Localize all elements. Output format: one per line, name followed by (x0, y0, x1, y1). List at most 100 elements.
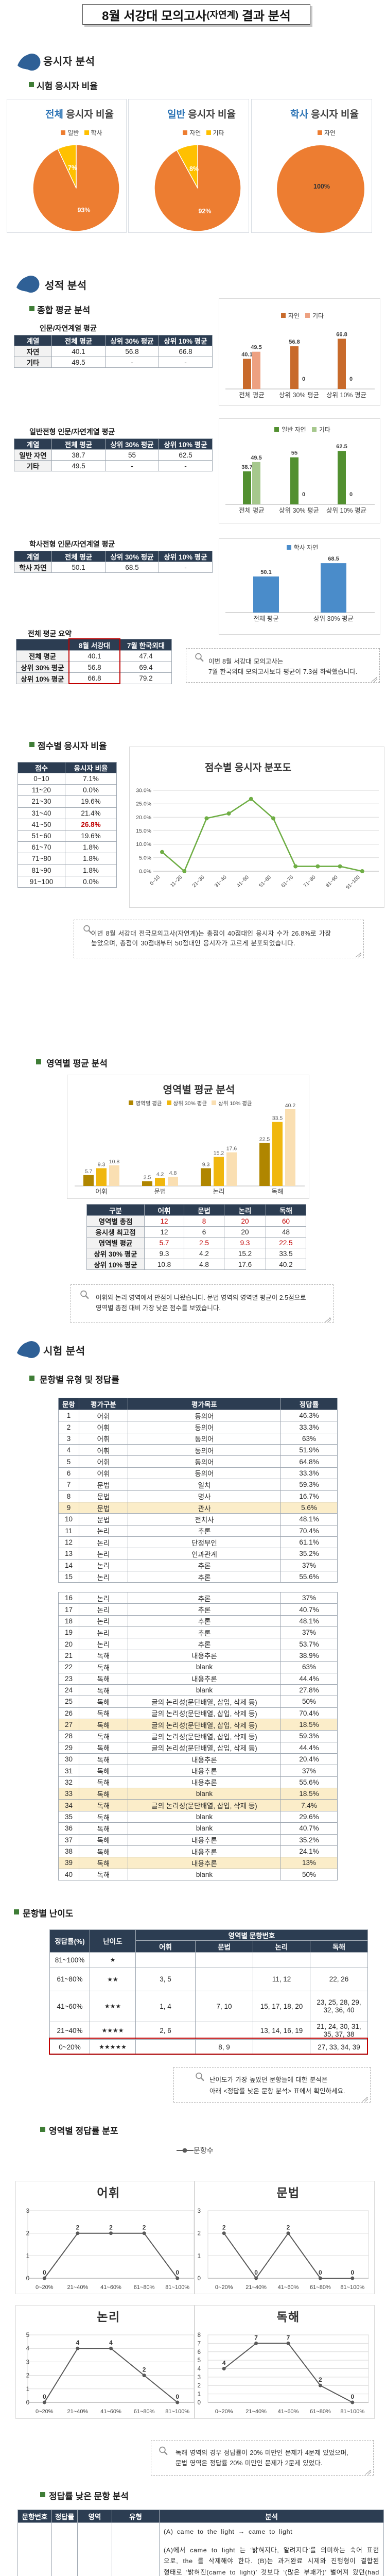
svg-text:문법: 문법 (276, 2186, 300, 2199)
svg-text:상위 10% 평균: 상위 10% 평균 (326, 507, 366, 514)
svg-text:30.0%: 30.0% (136, 788, 151, 794)
svg-text:4.8: 4.8 (169, 1170, 177, 1176)
svg-text:2: 2 (198, 2231, 201, 2237)
svg-text:41~60%: 41~60% (100, 2284, 121, 2291)
svg-text:68.5: 68.5 (328, 556, 339, 562)
svg-text:56.8: 56.8 (289, 339, 300, 345)
svg-text:0: 0 (26, 2400, 29, 2406)
svg-text:10.8: 10.8 (109, 1159, 120, 1165)
svg-text:전체 평균: 전체 평균 (239, 392, 264, 399)
svg-text:1: 1 (26, 2386, 29, 2393)
svg-text:논리: 논리 (97, 2310, 120, 2324)
svg-text:어휘: 어휘 (97, 2186, 120, 2199)
svg-text:41~60%: 41~60% (278, 2284, 299, 2291)
svg-text:62.5: 62.5 (336, 444, 347, 450)
svg-text:81~100%: 81~100% (340, 2284, 364, 2291)
svg-text:독해: 독해 (271, 1188, 283, 1195)
svg-text:어휘: 어휘 (95, 1188, 107, 1195)
svg-text:17.6: 17.6 (226, 1146, 237, 1152)
svg-text:2: 2 (76, 2224, 80, 2231)
svg-text:41~50: 41~50 (236, 874, 250, 889)
svg-text:4: 4 (198, 2366, 201, 2372)
svg-text:49.5: 49.5 (251, 455, 261, 461)
svg-text:문법: 문법 (154, 1188, 166, 1195)
svg-text:2: 2 (143, 2224, 146, 2231)
svg-text:21~40%: 21~40% (245, 2284, 267, 2291)
svg-text:0: 0 (176, 2393, 179, 2400)
svg-text:0: 0 (349, 376, 353, 382)
svg-text:0: 0 (254, 2269, 258, 2276)
svg-text:상위 10% 평균: 상위 10% 평균 (326, 392, 366, 399)
svg-text:4: 4 (76, 2339, 80, 2346)
svg-text:0: 0 (349, 492, 353, 498)
svg-text:4: 4 (222, 2360, 226, 2367)
svg-text:5: 5 (26, 2332, 29, 2338)
svg-text:33.5: 33.5 (272, 1115, 283, 1122)
svg-text:3: 3 (198, 2375, 201, 2381)
svg-text:0: 0 (198, 2276, 201, 2282)
svg-text:2: 2 (319, 2376, 322, 2383)
svg-text:0: 0 (26, 2276, 29, 2282)
svg-text:상위 30% 평균: 상위 30% 평균 (279, 392, 319, 399)
svg-text:81~100%: 81~100% (340, 2409, 364, 2415)
svg-text:61~80%: 61~80% (134, 2284, 155, 2291)
svg-text:25.0%: 25.0% (136, 801, 151, 807)
svg-text:7: 7 (198, 2341, 201, 2347)
svg-text:0: 0 (302, 492, 305, 498)
svg-text:5: 5 (198, 2358, 201, 2364)
svg-text:4: 4 (26, 2346, 30, 2352)
svg-text:4.2: 4.2 (156, 1171, 164, 1177)
svg-text:41~60%: 41~60% (100, 2409, 121, 2415)
svg-text:3: 3 (198, 2208, 201, 2214)
svg-text:2: 2 (198, 2383, 201, 2389)
svg-text:7: 7 (254, 2334, 258, 2341)
svg-text:0: 0 (319, 2269, 322, 2276)
svg-text:2: 2 (222, 2224, 226, 2231)
svg-text:0: 0 (43, 2393, 46, 2400)
svg-text:2: 2 (26, 2373, 29, 2379)
svg-text:3: 3 (26, 2359, 29, 2365)
svg-text:11~20: 11~20 (169, 874, 183, 888)
svg-text:독해: 독해 (276, 2310, 300, 2324)
svg-text:2: 2 (143, 2366, 146, 2374)
svg-text:21~40%: 21~40% (245, 2409, 267, 2415)
svg-text:81~100%: 81~100% (165, 2284, 189, 2291)
svg-text:1: 1 (198, 2392, 201, 2398)
svg-text:영역별 평균 분석: 영역별 평균 분석 (163, 1084, 235, 1096)
svg-text:상위 30% 평균: 상위 30% 평균 (279, 507, 319, 514)
svg-text:81~90: 81~90 (325, 874, 339, 889)
svg-text:20.0%: 20.0% (136, 815, 151, 821)
svg-text:7: 7 (287, 2334, 290, 2341)
svg-text:50.1: 50.1 (260, 569, 271, 575)
svg-text:41~60%: 41~60% (278, 2409, 299, 2415)
svg-text:2: 2 (109, 2224, 113, 2231)
svg-text:38.7: 38.7 (241, 464, 252, 470)
svg-text:0~20%: 0~20% (36, 2284, 54, 2291)
svg-text:상위 30% 평균: 상위 30% 평균 (313, 615, 354, 622)
svg-text:15.2: 15.2 (214, 1150, 224, 1157)
svg-text:4: 4 (109, 2339, 113, 2346)
svg-text:61~80%: 61~80% (310, 2409, 331, 2415)
svg-text:21~40%: 21~40% (67, 2284, 89, 2291)
svg-text:0~20%: 0~20% (36, 2409, 54, 2415)
svg-text:0~10: 0~10 (149, 874, 161, 887)
svg-text:91~100: 91~100 (345, 874, 361, 891)
svg-text:논리: 논리 (213, 1188, 224, 1195)
svg-text:3: 3 (26, 2208, 29, 2214)
svg-text:71~80: 71~80 (303, 874, 317, 889)
svg-text:21~30: 21~30 (191, 874, 206, 889)
svg-text:5.0%: 5.0% (139, 855, 151, 861)
svg-text:0: 0 (350, 2393, 354, 2400)
svg-text:8: 8 (198, 2332, 201, 2338)
svg-text:40.2: 40.2 (285, 1103, 296, 1109)
svg-text:66.8: 66.8 (336, 332, 347, 338)
svg-text:0: 0 (198, 2400, 201, 2406)
svg-text:0: 0 (176, 2269, 179, 2276)
svg-text:0~20%: 0~20% (215, 2284, 233, 2291)
svg-text:0: 0 (302, 376, 305, 382)
svg-text:0: 0 (43, 2269, 46, 2276)
svg-text:점수별 응시자 분포도: 점수별 응시자 분포도 (205, 762, 291, 773)
svg-text:6: 6 (198, 2349, 201, 2355)
svg-text:9.3: 9.3 (202, 1162, 210, 1168)
svg-text:0.0%: 0.0% (139, 869, 151, 875)
